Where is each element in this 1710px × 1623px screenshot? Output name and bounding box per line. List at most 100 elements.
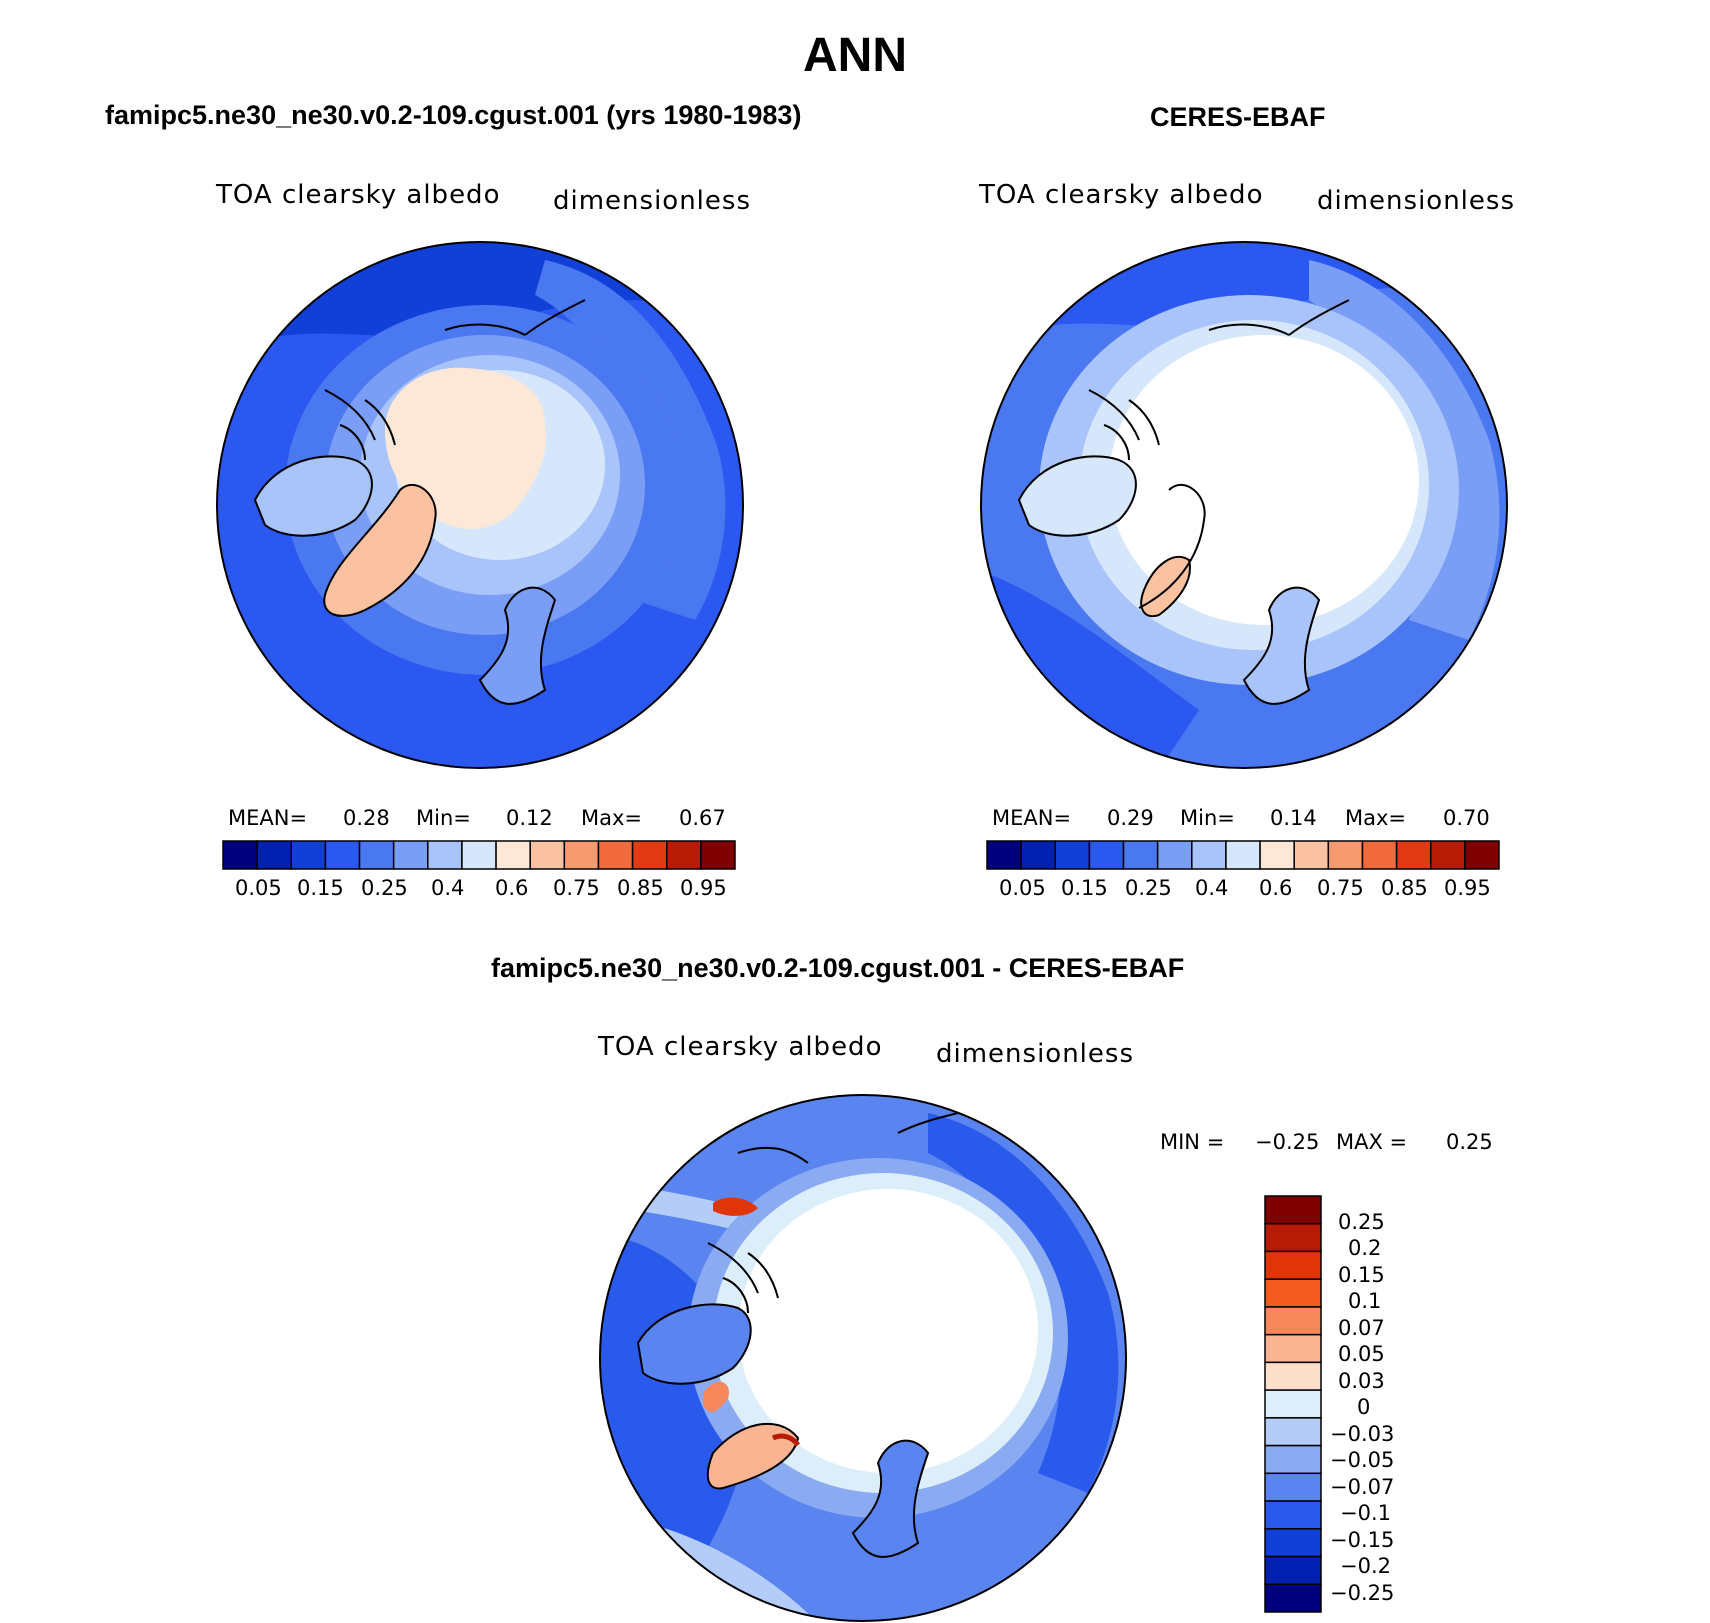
diff-min-value: −0.25: [1255, 1130, 1320, 1154]
obs-max-value: 0.70: [1443, 806, 1490, 830]
colorbar-cell: [290, 840, 327, 870]
model-hudson-region: [253, 455, 373, 537]
model-siberian-coast: [444, 299, 586, 336]
model-variable-label: TOA clearsky albedo: [216, 180, 501, 210]
diff-missing-data-cap: [738, 1189, 1038, 1473]
diff-cbar-tick: 0.25: [1338, 1210, 1385, 1234]
obs-colorbar-labels: 0.05 0.15 0.25 0.4 0.6 0.75 0.85 0.95: [987, 876, 1499, 904]
colorbar-cell: [1264, 1222, 1322, 1253]
colorbar-cell: [392, 840, 429, 870]
diff-cbar-tick: −0.03: [1330, 1422, 1395, 1446]
colorbar-cell: [1156, 840, 1193, 870]
obs-panel-title: CERES-EBAF: [1150, 102, 1326, 132]
colorbar-cell: [1225, 840, 1261, 870]
model-min-label: Min=: [416, 806, 471, 830]
obs-missing-data-cap: [1109, 335, 1419, 625]
colorbar-cell: [1293, 840, 1330, 870]
diff-greenland-max-edge: [771, 1433, 801, 1447]
model-greenland: [323, 483, 437, 617]
colorbar-cell: [256, 840, 293, 870]
obs-map-border: [980, 241, 1508, 769]
colorbar-cell: [1327, 840, 1364, 870]
colorbar-cell: [1264, 1555, 1322, 1586]
diff-positive-spot-baffin: [703, 1381, 729, 1413]
colorbar-cell: [1264, 1389, 1322, 1419]
diff-panel-title: famipc5.ne30_ne30.v0.2-109.cgust.001 - C…: [491, 953, 1185, 983]
obs-cbar-tick: 0.05: [999, 876, 1046, 900]
model-units-label: dimensionless: [553, 186, 751, 216]
obs-cbar-tick: 0.85: [1381, 876, 1428, 900]
diff-scandinavia: [851, 1439, 930, 1558]
obs-siberian-coast: [1208, 299, 1350, 336]
colorbar-cell: [631, 840, 668, 870]
obs-polar-map: [980, 241, 1508, 769]
model-cbar-tick: 0.05: [235, 876, 282, 900]
diff-units-label: dimensionless: [936, 1039, 1134, 1069]
diff-cbar-tick: −0.1: [1340, 1501, 1391, 1525]
model-central-arctic-high: [385, 367, 546, 529]
diff-colorbar: [1264, 1195, 1322, 1613]
colorbar-cell: [1264, 1417, 1322, 1447]
model-cbar-tick: 0.25: [361, 876, 408, 900]
colorbar-cell: [1259, 840, 1295, 870]
diff-cbar-tick: −0.25: [1330, 1581, 1395, 1605]
model-colorbar: [222, 840, 736, 870]
diff-cbar-tick: 0.2: [1348, 1236, 1382, 1260]
diff-cbar-tick: −0.05: [1330, 1448, 1395, 1472]
figure-title: ANN: [803, 29, 907, 82]
colorbar-cell: [222, 840, 258, 870]
diff-cbar-tick: −0.2: [1340, 1554, 1391, 1578]
obs-siberia-field: [1309, 260, 1500, 640]
obs-min-label: Min=: [1180, 806, 1235, 830]
diff-variable-label: TOA clearsky albedo: [598, 1032, 883, 1062]
diff-cbar-tick: 0: [1357, 1395, 1371, 1419]
obs-hudson-region: [1017, 455, 1137, 537]
model-polar-map: [216, 241, 744, 769]
obs-cbar-tick: 0.95: [1444, 876, 1491, 900]
model-max-value: 0.67: [679, 806, 726, 830]
colorbar-cell: [1429, 840, 1466, 870]
obs-min-value: 0.14: [1270, 806, 1317, 830]
obs-archipelago-coasts: [1088, 389, 1160, 461]
colorbar-cell: [1264, 1333, 1322, 1364]
obs-greenland-south: [1140, 555, 1191, 618]
diff-min-label: MIN =: [1160, 1130, 1225, 1154]
diff-max-label: MAX =: [1336, 1130, 1408, 1154]
colorbar-cell: [495, 840, 531, 870]
diff-cbar-tick: −0.07: [1330, 1475, 1395, 1499]
model-colorbar-labels: 0.05 0.15 0.25 0.4 0.6 0.75 0.85 0.95: [223, 876, 735, 904]
colorbar-cell: [563, 840, 600, 870]
colorbar-cell: [427, 840, 463, 870]
diff-polar-map: [599, 1094, 1127, 1622]
colorbar-cell: [1088, 840, 1125, 870]
diff-hudson-region: [636, 1303, 752, 1385]
obs-units-label: dimensionless: [1317, 186, 1515, 216]
diff-max-value: 0.25: [1446, 1130, 1493, 1154]
obs-cbar-tick: 0.75: [1317, 876, 1364, 900]
obs-cbar-tick: 0.25: [1125, 876, 1172, 900]
colorbar-cell: [1020, 840, 1057, 870]
colorbar-cell: [1361, 840, 1398, 870]
obs-mean-label: MEAN=: [992, 806, 1072, 830]
diff-greenland: [706, 1422, 800, 1490]
colorbar-cell: [1264, 1250, 1322, 1280]
model-mean-label: MEAN=: [228, 806, 308, 830]
model-scandinavia: [478, 586, 557, 705]
diff-positive-spot-pacific: [713, 1197, 758, 1216]
obs-colorbar: [986, 840, 1500, 870]
model-cbar-tick: 0.6: [495, 876, 529, 900]
obs-cbar-tick: 0.4: [1195, 876, 1229, 900]
colorbar-cell: [1264, 1472, 1322, 1502]
colorbar-cell: [1264, 1583, 1322, 1613]
obs-max-label: Max=: [1345, 806, 1407, 830]
colorbar-cell: [700, 840, 736, 870]
colorbar-cell: [1264, 1278, 1322, 1308]
colorbar-cell: [1264, 1444, 1322, 1475]
model-map-border: [216, 241, 744, 769]
model-max-label: Max=: [581, 806, 643, 830]
colorbar-cell: [1264, 1306, 1322, 1336]
model-cbar-tick: 0.75: [553, 876, 600, 900]
model-archipelago-coasts: [324, 389, 396, 461]
colorbar-cell: [1264, 1195, 1322, 1225]
obs-cbar-tick: 0.15: [1061, 876, 1108, 900]
